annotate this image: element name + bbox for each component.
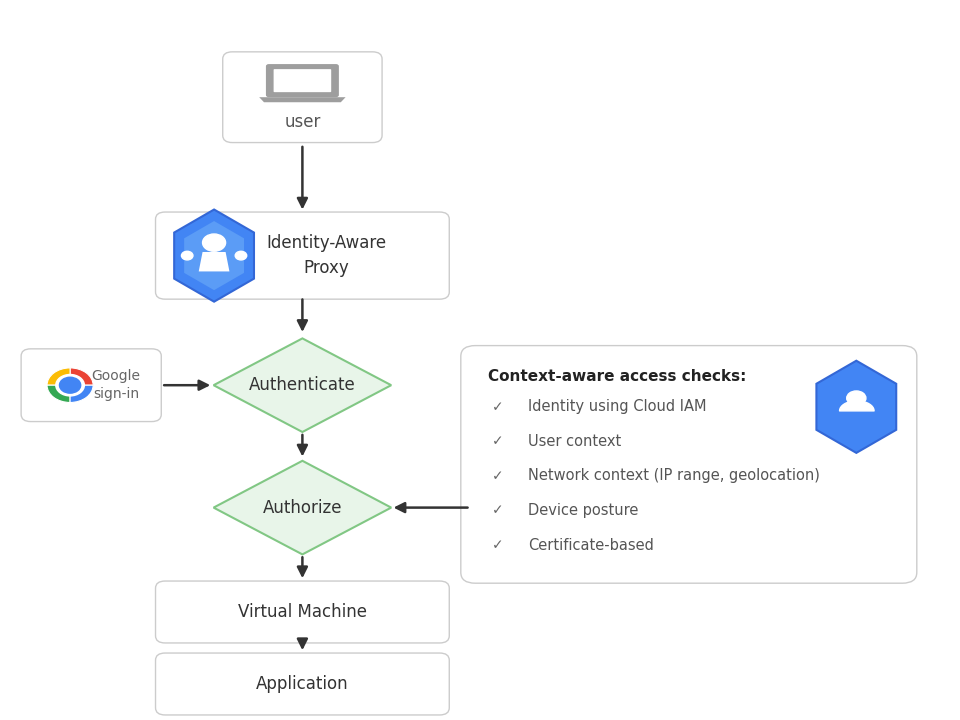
Polygon shape	[184, 221, 244, 290]
Text: user: user	[284, 113, 321, 131]
Polygon shape	[199, 252, 229, 271]
FancyBboxPatch shape	[223, 52, 382, 143]
Text: ✓: ✓	[492, 538, 503, 552]
FancyBboxPatch shape	[156, 653, 449, 715]
Text: Identity-Aware
Proxy: Identity-Aware Proxy	[266, 234, 387, 277]
Polygon shape	[174, 210, 254, 302]
FancyBboxPatch shape	[21, 348, 161, 421]
Text: Authorize: Authorize	[263, 498, 342, 517]
Text: ✓: ✓	[492, 434, 503, 449]
FancyBboxPatch shape	[274, 69, 331, 92]
Circle shape	[847, 391, 866, 405]
Wedge shape	[70, 385, 93, 402]
Wedge shape	[47, 385, 70, 402]
Text: ✓: ✓	[492, 400, 503, 414]
Text: Application: Application	[256, 675, 348, 693]
Text: Authenticate: Authenticate	[249, 376, 356, 395]
FancyBboxPatch shape	[461, 346, 917, 583]
Polygon shape	[213, 338, 392, 432]
Polygon shape	[259, 97, 346, 102]
Polygon shape	[816, 361, 897, 453]
Circle shape	[181, 251, 193, 260]
Text: Identity using Cloud IAM: Identity using Cloud IAM	[528, 400, 707, 414]
Text: ✓: ✓	[492, 469, 503, 483]
Text: Certificate-based: Certificate-based	[528, 538, 654, 552]
Text: User context: User context	[528, 434, 621, 449]
FancyBboxPatch shape	[156, 581, 449, 643]
Circle shape	[56, 374, 84, 396]
Polygon shape	[213, 461, 392, 554]
FancyBboxPatch shape	[156, 212, 449, 300]
Wedge shape	[70, 368, 93, 385]
Circle shape	[235, 251, 247, 260]
Circle shape	[60, 377, 81, 393]
Text: ✓: ✓	[492, 503, 503, 518]
Text: Device posture: Device posture	[528, 503, 638, 518]
Wedge shape	[47, 368, 70, 385]
Circle shape	[203, 234, 226, 251]
FancyBboxPatch shape	[266, 64, 339, 97]
Text: Context-aware access checks:: Context-aware access checks:	[488, 369, 746, 384]
Text: Google
sign-in: Google sign-in	[91, 369, 141, 401]
Text: Virtual Machine: Virtual Machine	[238, 603, 367, 621]
Text: Network context (IP range, geolocation): Network context (IP range, geolocation)	[528, 469, 820, 483]
